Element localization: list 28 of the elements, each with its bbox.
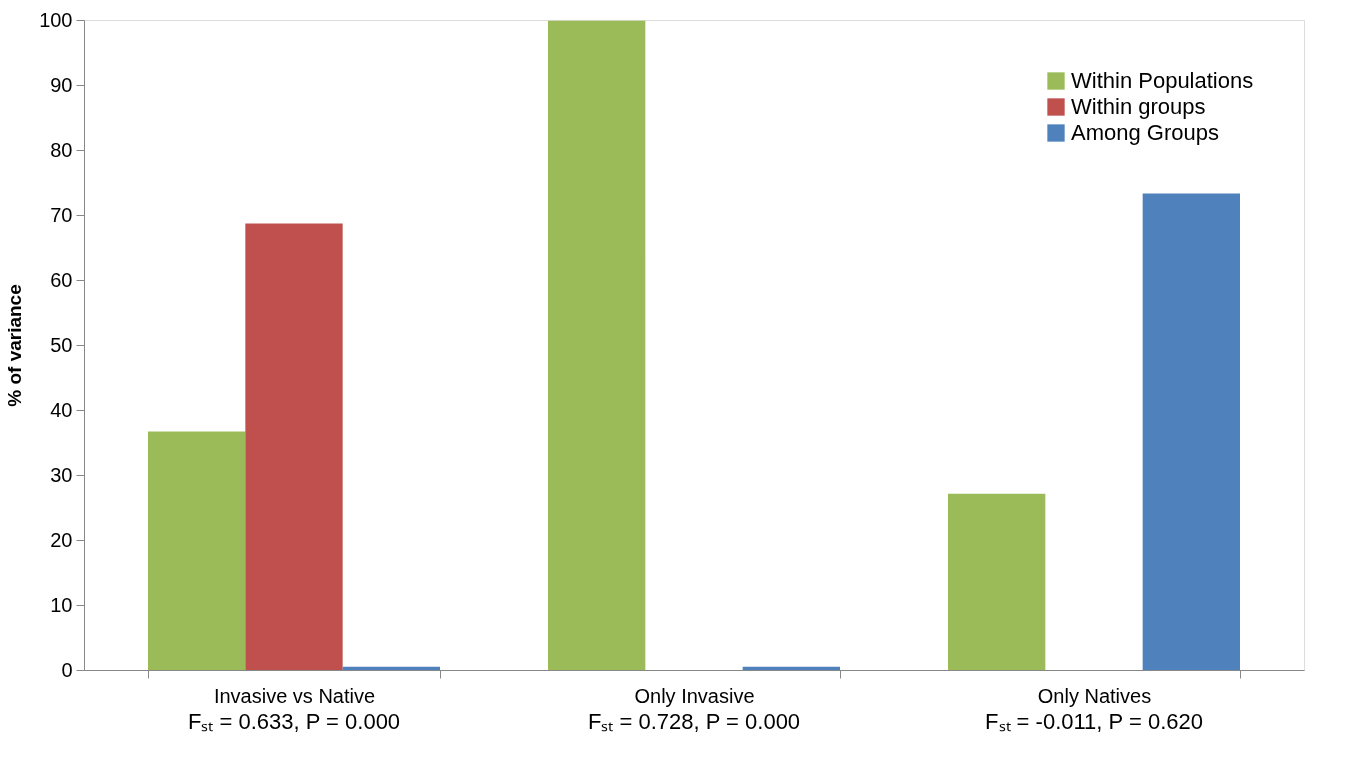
y-tick-label: 30 [50,463,73,486]
y-tick-label: 40 [50,398,73,421]
text: Fₛₜ = -0.011, P = 0.620 [985,709,1203,734]
x-tick-label: Only Invasive [634,684,755,707]
y-tick-label: 100 [39,8,73,31]
bar [245,223,343,670]
y-tick-label: 50 [50,333,73,356]
y-tick-label: 10 [50,593,73,616]
y-tick-label: 90 [50,73,73,96]
bar [1142,193,1240,670]
y-tick-label: 20 [50,528,73,551]
y-tick-label: 60 [50,268,73,291]
x-tick-label: Invasive vs Native [213,684,376,707]
y-tick-label: 80 [50,138,73,161]
x-tick-label: Only Natives [1037,684,1152,707]
y-axis-title: % of variance [4,284,26,407]
bar [548,20,646,670]
y-tick-label: 70 [50,203,73,226]
y-tick-label: 0 [61,658,73,681]
bar [742,666,840,670]
legend-label: Within Populations [1071,68,1254,93]
legend-label: Among Groups [1071,120,1219,145]
legend-label: Within groups [1071,94,1206,119]
bar [948,493,1046,670]
text: Fₛₜ = 0.728, P = 0.000 [587,709,801,734]
text: Fₛₜ = 0.633, P = 0.000 [187,709,401,734]
bar [148,431,246,670]
bar [342,666,440,670]
